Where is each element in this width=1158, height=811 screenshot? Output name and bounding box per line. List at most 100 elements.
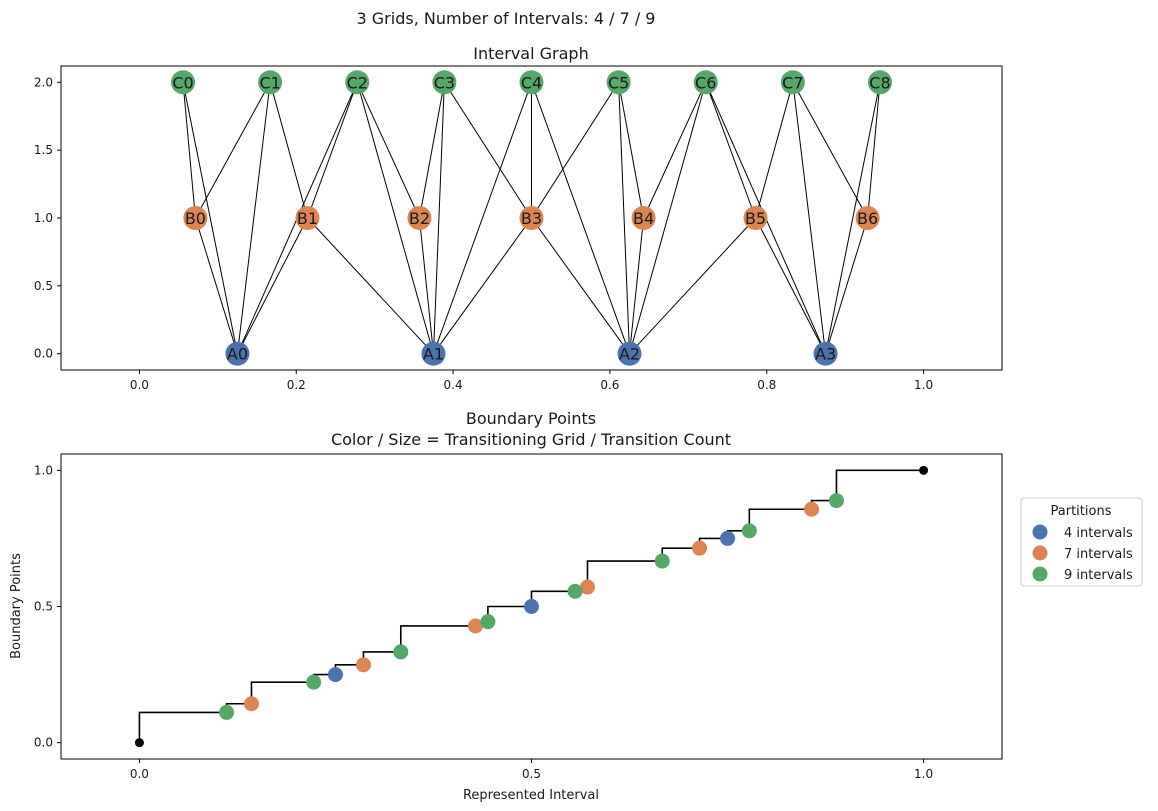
boundary-point [468, 618, 484, 634]
graph-y-ticks: 0.0 0.5 1.0 1.5 2.0 [34, 75, 61, 361]
legend: Partitions 4 intervals 7 intervals 9 inter… [1020, 497, 1143, 587]
graph-x-ticks: 0.0 0.2 0.4 0.6 0.8 1.0 [130, 370, 933, 392]
graph-node-marker [183, 206, 208, 230]
legend-marker [1032, 524, 1048, 540]
graph-node-label: B0 [185, 209, 206, 228]
graph-y-tick-label: 1.5 [34, 143, 53, 157]
graph-node-label: C3 [434, 73, 455, 92]
graph-x-tick-label: 0.6 [600, 378, 619, 392]
graph-node-marker [519, 206, 544, 230]
boundary-point [480, 614, 496, 630]
boundary-x-tick-label: 0.0 [130, 767, 149, 781]
graph-edge [182, 82, 238, 354]
graph-x-tick-label: 0.0 [130, 378, 149, 392]
graph-node: B3 [519, 206, 544, 230]
graph-edge [418, 82, 445, 219]
graph-node-marker [617, 341, 642, 366]
graph-node-marker [519, 70, 544, 95]
boundary-x-tick-label: 0.5 [522, 767, 541, 781]
graph-edges [182, 82, 881, 355]
graph-node-label: C4 [521, 73, 542, 92]
legend-entries: 4 intervals 7 intervals 9 intervals [1032, 524, 1133, 583]
boundary-point [355, 657, 371, 673]
graph-node: B1 [295, 206, 320, 230]
graph-edge [269, 82, 308, 219]
boundary-point [654, 553, 670, 569]
boundary-point [243, 696, 259, 712]
graph-node-marker [631, 206, 656, 230]
graph-edge [643, 82, 707, 219]
graph-node-marker [867, 70, 892, 95]
graph-node-label: A3 [815, 345, 836, 364]
boundary-point [741, 523, 757, 539]
graph-node: B2 [407, 206, 432, 230]
boundary-point [219, 704, 235, 720]
graph-title: Interval Graph [473, 44, 588, 63]
graph-edge [236, 217, 308, 354]
graph-edge [618, 82, 645, 219]
graph-node-marker [407, 206, 432, 230]
figure-suptitle: 3 Grids, Number of Intervals: 4 / 7 / 9 [357, 9, 656, 28]
graph-node-marker [225, 341, 250, 366]
graph-edge [531, 82, 620, 219]
legend-marker [1032, 566, 1048, 582]
graph-node-marker [432, 70, 457, 95]
graph-edge [194, 217, 238, 354]
graph-node: A0 [225, 341, 250, 366]
graph-node-marker [743, 206, 768, 230]
graph-edge [792, 82, 869, 219]
graph-x-tick-label: 0.4 [444, 378, 463, 392]
graph-edge [306, 82, 358, 219]
graph-edge [755, 217, 827, 354]
legend-frame [1020, 497, 1143, 587]
legend-label: 9 intervals [1064, 568, 1133, 583]
boundary-point [804, 501, 820, 517]
legend-entry: 4 intervals [1032, 524, 1133, 541]
boundary-x-tick-label: 1.0 [914, 767, 933, 781]
boundary-title: Boundary Points [466, 409, 596, 428]
graph-edge [356, 82, 420, 219]
graph-node: C4 [519, 70, 544, 95]
graph-edge [629, 217, 645, 354]
graph-node: C1 [258, 70, 283, 95]
legend-entry: 7 intervals [1032, 545, 1133, 562]
boundary-endpoints [134, 465, 929, 748]
legend-marker [1032, 545, 1048, 561]
boundary-y-tick-label: 0.5 [34, 600, 53, 614]
graph-node: C2 [345, 70, 370, 95]
graph-edge [705, 82, 757, 219]
graph-edge [792, 82, 827, 354]
graph-node-label: B3 [521, 209, 542, 228]
graph-node-marker [421, 341, 446, 366]
graph-edge [356, 82, 434, 354]
boundary-endpoint [919, 465, 929, 475]
legend-label: 7 intervals [1064, 547, 1133, 562]
graph-y-tick-label: 0.5 [34, 279, 53, 293]
boundary-point [327, 667, 343, 683]
graph-edge [867, 82, 881, 219]
graph-edge [629, 217, 756, 355]
graph-edge [443, 82, 532, 219]
boundary-point [828, 493, 844, 509]
graph-node-marker [258, 70, 283, 95]
graph-node-label: B2 [409, 209, 430, 228]
boundary-x-label: Represented Interval [463, 788, 599, 803]
boundary-point [579, 579, 595, 595]
legend-title: Partitions [1051, 504, 1112, 519]
boundary-points [219, 493, 844, 720]
legend-label: 4 intervals [1064, 526, 1133, 541]
graph-y-tick-label: 2.0 [34, 75, 53, 89]
boundary-point [692, 540, 708, 556]
graph-edge [825, 82, 881, 354]
graph-node-label: C6 [695, 73, 716, 92]
graph-edge [433, 217, 532, 355]
graph-node: A3 [813, 341, 838, 366]
boundary-y-label: Boundary Points [9, 553, 24, 659]
graph-x-tick-label: 0.8 [757, 378, 776, 392]
graph-node-label: A0 [227, 345, 248, 364]
graph-node-marker [295, 206, 320, 230]
graph-edge [629, 82, 707, 354]
graph-node: C7 [780, 70, 805, 95]
graph-node-label: B1 [297, 209, 318, 228]
